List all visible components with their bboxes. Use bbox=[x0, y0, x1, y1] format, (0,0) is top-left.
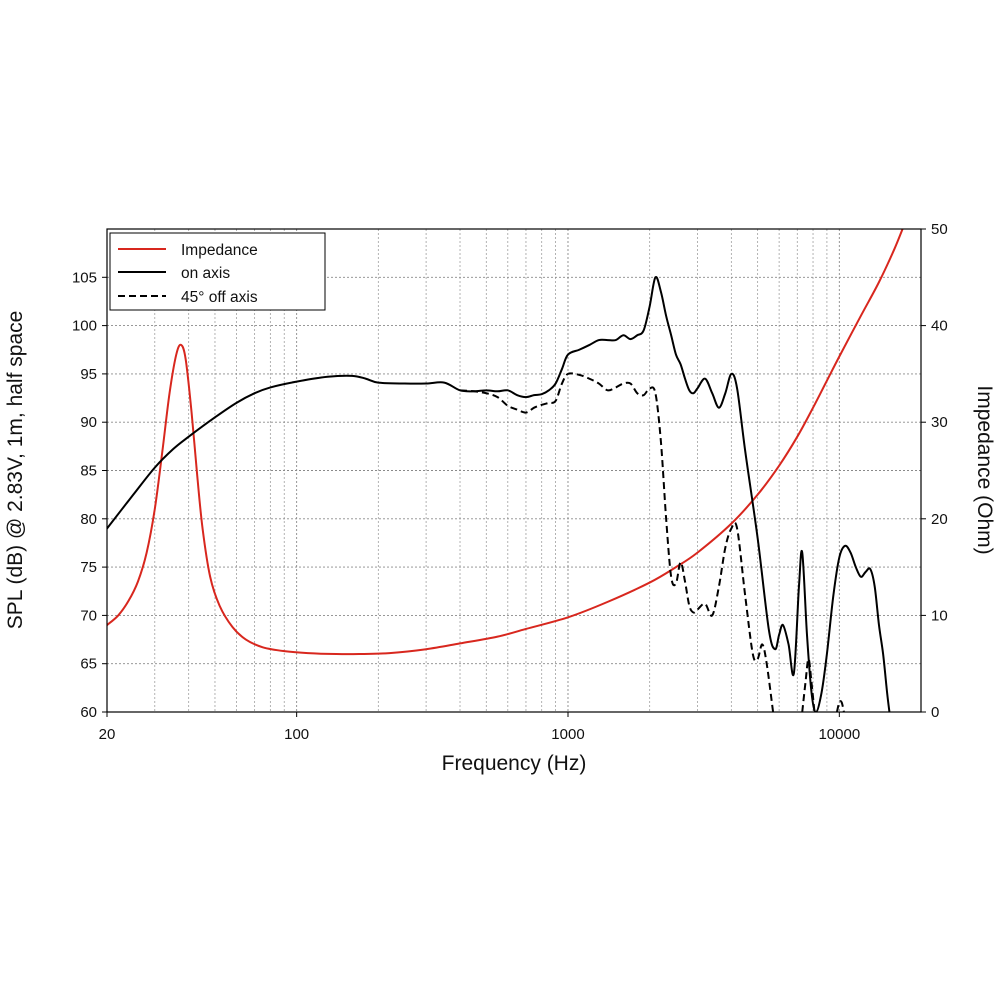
right-tick-label: 20 bbox=[931, 511, 948, 528]
x-tick-label: 100 bbox=[284, 726, 309, 743]
legend-label-on-axis: on axis bbox=[181, 265, 230, 282]
grid bbox=[107, 229, 921, 712]
legend-label-impedance: Impedance bbox=[181, 242, 258, 259]
left-tick-label: 65 bbox=[80, 656, 97, 673]
legend: Impedance on axis 45° off axis bbox=[109, 232, 326, 311]
x-axis-title: Frequency (Hz) bbox=[442, 752, 587, 775]
series-line-impedance-0 bbox=[107, 229, 904, 656]
x-tick-label: 1000 bbox=[551, 726, 584, 743]
left-tick-label: 90 bbox=[80, 414, 97, 431]
left-tick-label: 80 bbox=[80, 511, 97, 528]
right-tick-label: 10 bbox=[931, 607, 948, 624]
right-tick-label: 30 bbox=[931, 414, 948, 431]
left-axis-title: SPL (dB) @ 2.83V, 1m, half space bbox=[4, 311, 27, 630]
left-tick-label: 100 bbox=[72, 318, 97, 335]
left-tick-label: 70 bbox=[80, 607, 97, 624]
legend-label-off-axis: 45° off axis bbox=[181, 289, 258, 306]
x-axis-ticks: 20 100 1000 10000 bbox=[99, 712, 860, 743]
left-tick-label: 95 bbox=[80, 366, 97, 383]
right-tick-label: 50 bbox=[931, 221, 948, 238]
left-tick-label: 105 bbox=[72, 269, 97, 286]
right-tick-label: 40 bbox=[931, 318, 948, 335]
series-layer bbox=[107, 229, 904, 712]
series-line-45-off-axis-2 bbox=[459, 372, 775, 712]
right-tick-label: 0 bbox=[931, 704, 939, 721]
x-tick-label: 20 bbox=[99, 726, 116, 743]
right-axis-ticks: 0 10 20 30 40 50 bbox=[921, 221, 948, 721]
left-axis-ticks: 60 65 70 75 80 85 90 95 100 105 bbox=[72, 269, 107, 721]
right-axis-title: Impedance (Ohm) bbox=[973, 385, 996, 554]
left-tick-label: 85 bbox=[80, 463, 97, 480]
left-tick-label: 75 bbox=[80, 559, 97, 576]
x-tick-label: 10000 bbox=[818, 726, 860, 743]
series-line-on-axis-1 bbox=[107, 275, 891, 712]
left-tick-label: 60 bbox=[80, 704, 97, 721]
series-line-45-off-axis-4 bbox=[835, 700, 845, 712]
